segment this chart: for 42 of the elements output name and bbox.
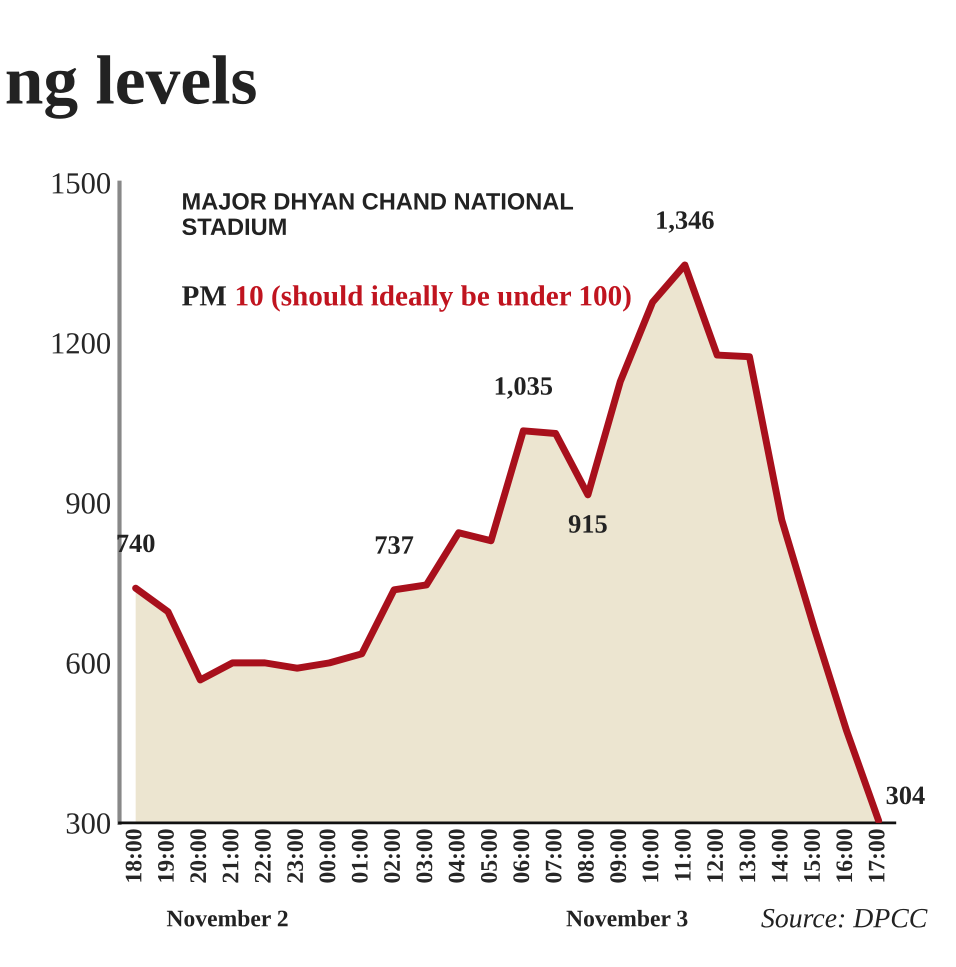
y-tick-label: 900 bbox=[66, 493, 110, 514]
text: November 3 bbox=[566, 910, 688, 926]
data-label: 1,346 bbox=[657, 211, 714, 233]
x-tick-label: 13:00 bbox=[739, 829, 756, 882]
x-tick-label: 06:00 bbox=[513, 829, 530, 883]
x-tick-label: 15:00 bbox=[804, 829, 820, 882]
data-label: 915 bbox=[568, 515, 607, 533]
annotation: PM bbox=[182, 286, 226, 306]
x-tick-label: 14:00 bbox=[772, 829, 788, 882]
x-tick-label: 23:00 bbox=[287, 829, 304, 883]
x-tick-label: 09:00 bbox=[610, 829, 626, 883]
x-tick-label: 12:00 bbox=[707, 829, 724, 882]
x-tick-label: 10:00 bbox=[642, 829, 659, 882]
x-tick-label: 18:00 bbox=[126, 829, 142, 882]
data-label: 740 bbox=[117, 534, 154, 552]
x-tick-label: 00:00 bbox=[319, 829, 336, 883]
y-tick-label: 1200 bbox=[52, 333, 110, 354]
x-tick-label: 05:00 bbox=[480, 829, 498, 883]
text: MAJOR DHYAN CHAND NATIONAL STADIUM bbox=[182, 192, 574, 236]
x-tick-label: 02:00 bbox=[384, 829, 400, 883]
data-label: 1,035 bbox=[496, 377, 552, 399]
y-tick-label: 1500 bbox=[52, 173, 110, 194]
x-tick-label: 01:00 bbox=[352, 829, 368, 883]
x-tick-label: 20:00 bbox=[190, 829, 206, 883]
x-tick-label: 08:00 bbox=[578, 829, 594, 883]
source-note: Source: DPCC bbox=[761, 908, 928, 928]
y-tick-label: 600 bbox=[66, 653, 110, 674]
x-tick-label: 21:00 bbox=[222, 829, 239, 883]
data-label: 304 bbox=[886, 786, 925, 804]
x-tick-label: 22:00 bbox=[254, 829, 271, 883]
x-tick-label: 07:00 bbox=[546, 829, 562, 883]
y-tick-label: 300 bbox=[66, 813, 110, 834]
data-label: 737 bbox=[376, 536, 414, 554]
x-tick-label: 11:00 bbox=[674, 829, 691, 880]
annotation: 10 (should ideally be under 100) bbox=[236, 285, 631, 312]
x-tick-label: 16:00 bbox=[836, 829, 852, 882]
x-tick-label: 19:00 bbox=[158, 829, 174, 882]
x-tick-label: 03:00 bbox=[416, 829, 432, 883]
chart-title: ng levels bbox=[6, 55, 256, 119]
x-tick-label: 04:00 bbox=[448, 829, 465, 883]
text: November 2 bbox=[166, 910, 288, 926]
x-tick-label: 17:00 bbox=[868, 829, 885, 882]
